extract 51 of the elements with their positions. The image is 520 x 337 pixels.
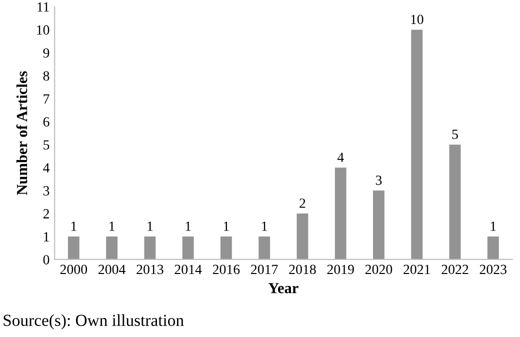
data-label: 10 <box>411 14 424 24</box>
y-tick-label: 2 <box>43 209 49 218</box>
y-tick-label: 5 <box>44 140 50 150</box>
x-tick-label: 2018 <box>289 264 316 274</box>
bar <box>373 190 384 260</box>
y-tick-label: 3 <box>43 186 50 196</box>
bar <box>411 30 423 260</box>
data-label: 1 <box>224 222 229 231</box>
y-tick-label: 7 <box>44 94 50 104</box>
data-label: 1 <box>71 222 76 231</box>
data-label: 1 <box>186 222 191 231</box>
data-label: 1 <box>262 222 267 231</box>
bar <box>487 236 499 260</box>
x-tick-label: 2013 <box>136 264 164 274</box>
bar <box>449 144 461 260</box>
data-label: 1 <box>490 222 496 231</box>
bar <box>106 236 118 260</box>
data-label: 1 <box>148 222 153 231</box>
y-tick-label: 1 <box>44 232 49 242</box>
x-axis-title: Year <box>268 283 298 294</box>
x-tick-label: 2021 <box>404 264 430 274</box>
data-label: 2 <box>300 198 306 208</box>
bar <box>182 236 194 260</box>
x-tick-label: 2014 <box>174 264 202 274</box>
y-tick-label: 8 <box>43 71 50 81</box>
bar <box>220 236 232 260</box>
bar <box>334 168 346 260</box>
x-tick-label: 2023 <box>480 264 506 274</box>
x-tick-label: 2017 <box>251 264 278 274</box>
x-tick-label: 2022 <box>442 264 468 274</box>
data-label: 3 <box>376 176 382 185</box>
data-label: 4 <box>337 152 344 162</box>
y-tick-label: 9 <box>43 48 50 58</box>
x-tick-label: 2020 <box>365 264 392 274</box>
bar <box>296 214 308 260</box>
x-tick-label: 2004 <box>98 264 126 274</box>
y-tick-label: 6 <box>43 117 50 127</box>
x-tick-label: 2000 <box>60 264 88 274</box>
x-tick-label: 2016 <box>212 264 240 274</box>
y-axis-title: Number of Articles <box>16 71 28 196</box>
bar <box>144 236 156 260</box>
data-label: 1 <box>110 222 114 231</box>
y-tick-label: 10 <box>37 25 50 35</box>
bar <box>258 236 270 260</box>
y-tick-label: 4 <box>43 163 50 172</box>
bar <box>68 236 80 260</box>
data-label: 5 <box>452 130 458 140</box>
x-tick-label: 2019 <box>327 264 354 274</box>
source-note: Source(s): Own illustration <box>4 314 184 330</box>
y-tick-label: 0 <box>43 255 50 264</box>
y-tick-label: 11 <box>38 2 49 12</box>
